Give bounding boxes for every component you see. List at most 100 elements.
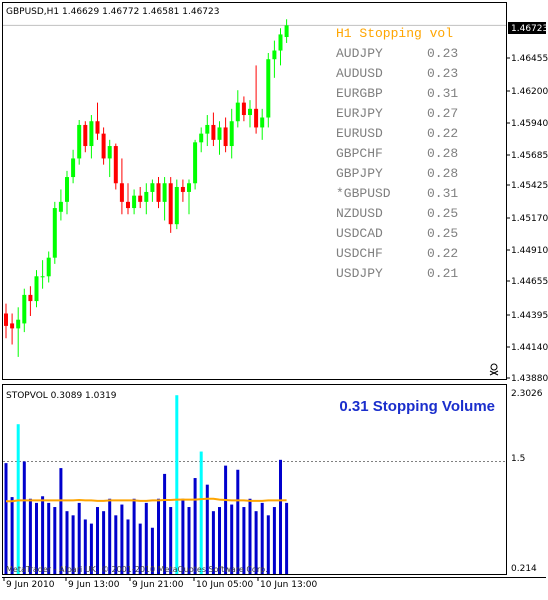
candle[interactable]: [235, 90, 240, 128]
volume-bar: [175, 395, 179, 574]
candle-body: [180, 186, 185, 192]
candle[interactable]: [260, 108, 265, 140]
candle[interactable]: [248, 100, 252, 128]
overlay-symbol: EURJPY: [336, 106, 383, 121]
price-scale-label: 1.44655: [511, 277, 548, 287]
volume-bar: [230, 504, 234, 574]
price-scale: 1.46455 1.46200 1.45940 1.45685 1.45425 1.451…: [506, 54, 548, 574]
candle[interactable]: [199, 127, 204, 153]
candle-body: [101, 133, 106, 159]
candle[interactable]: [241, 96, 246, 122]
time-label: 9 Jun 2010: [6, 580, 55, 590]
volume-bar: [157, 498, 160, 574]
candle-body: [71, 158, 76, 178]
candle[interactable]: [138, 186, 143, 209]
candle[interactable]: [193, 139, 198, 190]
candle[interactable]: [65, 170, 69, 215]
candle[interactable]: [10, 313, 15, 345]
candle[interactable]: [119, 158, 124, 215]
candle[interactable]: [174, 179, 179, 230]
candle[interactable]: [22, 288, 27, 333]
candle-body: [65, 177, 69, 202]
candle[interactable]: [254, 65, 259, 134]
volume-bar: [211, 511, 215, 574]
volume-bar: [236, 469, 240, 574]
candle-body: [248, 108, 252, 116]
candle-body: [113, 146, 118, 184]
volume-bar: [47, 502, 51, 574]
overlay-symbol: AUDJPY: [336, 46, 383, 61]
candle[interactable]: [89, 115, 94, 159]
candle[interactable]: [46, 251, 51, 283]
candle[interactable]: [150, 179, 155, 202]
candle[interactable]: [132, 189, 137, 215]
candle-body: [89, 121, 94, 147]
candle-body: [119, 183, 124, 202]
candle[interactable]: [28, 286, 33, 316]
price-scale-label: 1.44910: [511, 246, 548, 256]
overlay-value: 0.22: [427, 126, 458, 141]
overlay-value: 0.23: [427, 46, 458, 61]
candle[interactable]: [187, 179, 191, 215]
price-scale-label: 1.44395: [511, 311, 548, 321]
candle[interactable]: [217, 121, 222, 155]
volume-bar: [187, 507, 191, 574]
volume-bar: [285, 502, 289, 574]
volume-bar: [242, 507, 246, 574]
candle-body: [223, 127, 228, 147]
candle[interactable]: [278, 28, 283, 66]
candle[interactable]: [4, 303, 8, 339]
candle[interactable]: [58, 189, 63, 221]
candle[interactable]: [95, 102, 100, 140]
volume-bar: [53, 507, 57, 574]
volume-bar: [22, 461, 26, 574]
candle[interactable]: [156, 177, 161, 209]
overlay-value: 0.25: [427, 206, 458, 221]
candle[interactable]: [16, 307, 21, 357]
candle[interactable]: [107, 139, 112, 178]
candle[interactable]: [211, 112, 216, 147]
candle[interactable]: [34, 270, 39, 308]
candle-body: [156, 183, 161, 202]
candle[interactable]: [180, 179, 185, 202]
candle-body: [22, 294, 27, 324]
candle-body: [83, 124, 88, 147]
volume-bar: [120, 504, 124, 574]
candle[interactable]: [71, 149, 76, 184]
volume-bar: [254, 511, 258, 574]
candle[interactable]: [40, 260, 45, 289]
indicator-scale-label: 2.3026: [511, 389, 543, 399]
candle[interactable]: [83, 121, 88, 153]
price-scale-label: 1.45685: [511, 151, 548, 161]
indicator-panel[interactable]: [3, 395, 506, 574]
candle-body: [278, 34, 283, 51]
price-scale-label: 1.45425: [511, 181, 548, 191]
candle[interactable]: [229, 108, 234, 159]
candle[interactable]: [113, 143, 118, 190]
candle[interactable]: [168, 177, 173, 233]
candle[interactable]: [77, 119, 82, 165]
overlay-symbol: *GBPUSD: [336, 186, 391, 201]
candle[interactable]: [266, 53, 271, 128]
main-price-panel[interactable]: [3, 19, 506, 357]
price-scale-label: 1.44140: [511, 343, 548, 353]
volume-bar: [28, 498, 32, 574]
overlay-symbol: USDCHF: [336, 246, 383, 261]
candle[interactable]: [126, 183, 130, 215]
overlay-value: 0.31: [427, 186, 458, 201]
candle-body: [132, 195, 137, 209]
candle[interactable]: [101, 127, 106, 165]
candle[interactable]: [144, 183, 149, 215]
price-scale-label: 1.43880: [511, 374, 548, 384]
candle[interactable]: [162, 177, 167, 221]
candle[interactable]: [205, 115, 210, 147]
candle[interactable]: [52, 201, 57, 264]
overlay-value: 0.28: [427, 166, 458, 181]
candle[interactable]: [272, 40, 277, 78]
candle[interactable]: [284, 19, 289, 43]
volume-bar: [10, 497, 14, 574]
stopping-vol-table: H1 Stopping vol AUDJPY 0.23 AUDUSD 0.23 EURG…: [336, 26, 458, 281]
candle[interactable]: [223, 117, 228, 153]
